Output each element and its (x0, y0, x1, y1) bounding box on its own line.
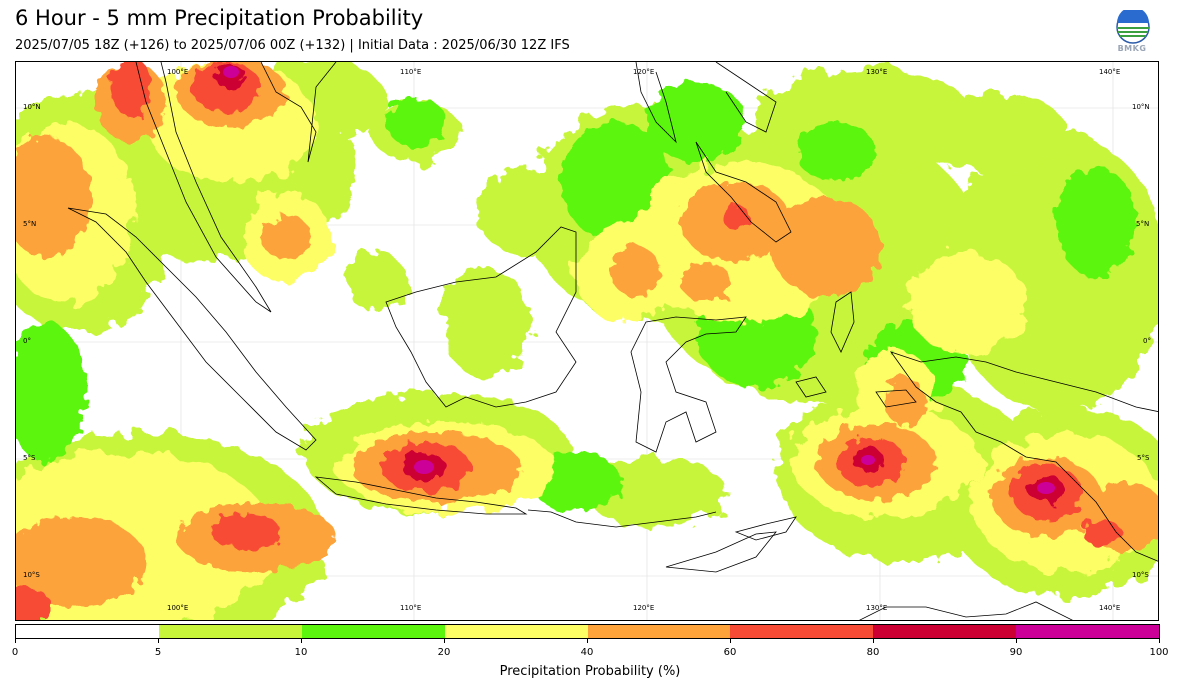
lon-label-top: 110°E (400, 68, 422, 76)
colorbar-tick-label: 60 (723, 647, 737, 658)
lat-label-right: 10°N (1132, 103, 1150, 111)
colorbar-tick-mark (1016, 639, 1017, 643)
colorbar-tick-mark (1159, 639, 1160, 643)
lon-label-bottom: 130°E (866, 604, 888, 612)
lat-label-right: 0° (1143, 337, 1151, 345)
lat-label-right: 10°S (1132, 571, 1149, 579)
bmkg-logo-icon (1116, 10, 1150, 44)
map-title: 6 Hour - 5 mm Precipitation Probability (15, 6, 424, 30)
lon-label-top: 120°E (633, 68, 655, 76)
colorbar-tick-label: 100 (1149, 647, 1169, 658)
lon-label-top: 130°E (866, 68, 888, 76)
colorbar-segment (873, 625, 1017, 638)
lon-label-bottom: 140°E (1099, 604, 1121, 612)
colorbar-segment (730, 625, 874, 638)
lon-label-top: 100°E (167, 68, 189, 76)
colorbar (15, 624, 1160, 639)
colorbar-tick-label: 5 (154, 647, 162, 658)
lon-label-bottom: 100°E (167, 604, 189, 612)
lat-label-left: 5°N (23, 220, 37, 228)
colorbar-tick-label: 10 (294, 647, 308, 658)
colorbar-tick-mark (301, 639, 302, 643)
colorbar-label: Precipitation Probability (%) (499, 664, 681, 679)
colorbar-tick-label: 20 (437, 647, 451, 658)
lat-label-left: 10°S (23, 571, 40, 579)
probability-field (16, 62, 1158, 620)
colorbar-segment (587, 625, 731, 638)
colorbar-segment (16, 625, 159, 638)
lon-label-bottom: 120°E (633, 604, 655, 612)
lat-label-left: 5°S (23, 454, 36, 462)
lat-label-right: 5°N (1136, 220, 1150, 228)
lat-label-right: 5°S (1137, 454, 1150, 462)
colorbar-segment (158, 625, 302, 638)
map-subtitle: 2025/07/05 18Z (+126) to 2025/07/06 00Z … (15, 38, 570, 53)
colorbar-segment (1016, 625, 1159, 638)
colorbar-tick-label: 40 (580, 647, 594, 658)
colorbar-tick-mark (873, 639, 874, 643)
colorbar-segment (444, 625, 588, 638)
colorbar-tick-mark (444, 639, 445, 643)
colorbar-tick-mark (730, 639, 731, 643)
coastlines (67, 62, 1158, 620)
colorbar-tick-mark (587, 639, 588, 643)
colorbar-tick-label: 80 (866, 647, 880, 658)
colorbar-tick-label: 90 (1009, 647, 1023, 658)
lon-label-top: 140°E (1099, 68, 1121, 76)
logo-text: BMKG (1117, 44, 1147, 53)
colorbar-segment (301, 625, 445, 638)
colorbar-tick-mark (158, 639, 159, 643)
lat-label-left: 0° (23, 337, 31, 345)
lon-label-bottom: 110°E (400, 604, 422, 612)
precipitation-map: 100°E 110°E 120°E 130°E 140°E 100°E 110°… (15, 61, 1159, 621)
map-canvas (16, 62, 1158, 620)
colorbar-tick-label: 0 (11, 647, 19, 658)
lat-label-left: 10°N (23, 103, 41, 111)
colorbar-tick-mark (15, 639, 16, 643)
